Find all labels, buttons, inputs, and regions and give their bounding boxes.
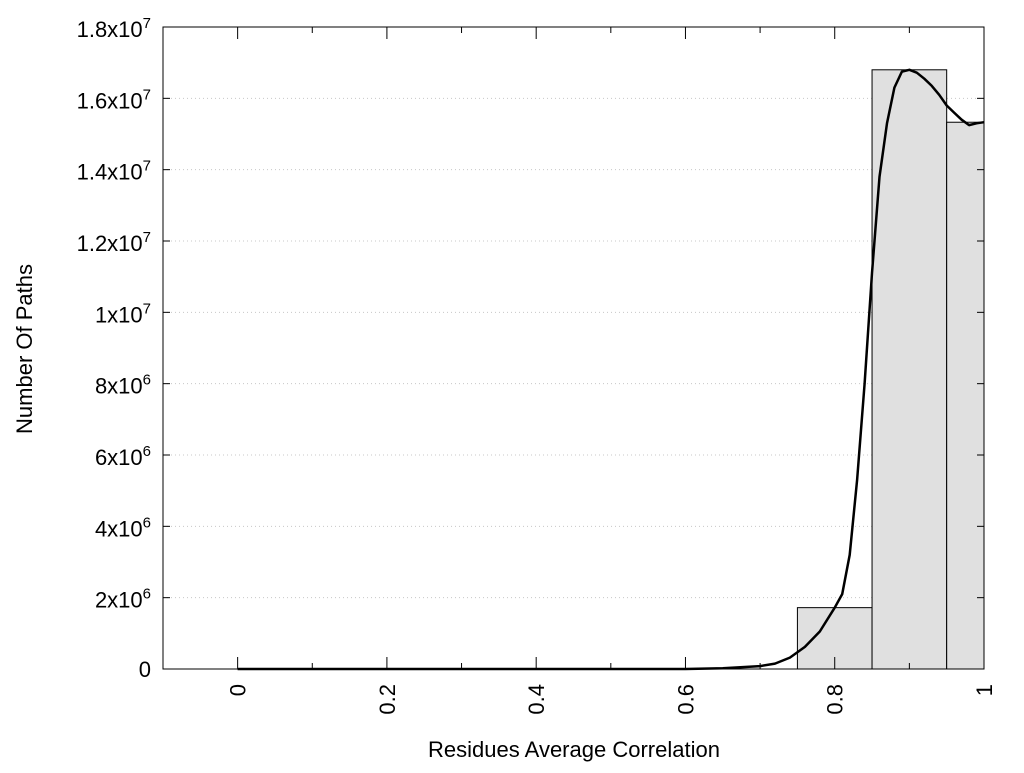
grid-layer (163, 97, 984, 599)
x-tick-label-3: 0.6 (673, 684, 698, 715)
y-tick-label-5: 1x107 (95, 300, 151, 327)
bars-layer (796, 69, 985, 670)
y-tick-label-8: 1.6x107 (77, 86, 151, 113)
x-axis-label: Residues Average Correlation (428, 737, 720, 762)
y-tick-label-1: 2x106 (95, 586, 151, 613)
histogram-bar-2 (946, 121, 985, 670)
plot-frame (162, 26, 985, 670)
labels-layer: Residues Average Correlation Number Of P… (12, 264, 720, 762)
y-tick-label-9: 1.8x107 (77, 15, 151, 42)
y-tick-label-7: 1.4x107 (77, 158, 151, 185)
x-tick-label-0: 0 (226, 684, 251, 696)
x-tick-label-4: 0.8 (823, 684, 848, 715)
y-axis-label: Number Of Paths (12, 264, 37, 434)
y-tick-label-6: 1.2x107 (77, 229, 151, 256)
y-tick-label-4: 8x106 (95, 372, 151, 399)
y-tick-label-2: 4x106 (95, 514, 151, 541)
y-tick-label-0: 0 (139, 657, 151, 682)
ticks-layer: 0 2x106 4x106 6x106 8x106 1x107 1.2x107 1.4x107… (77, 15, 997, 715)
frame-layer (162, 26, 985, 670)
histogram-bar-1 (871, 69, 948, 670)
x-tick-label-5: 1 (972, 684, 997, 696)
x-tick-label-2: 0.4 (524, 684, 549, 715)
x-tick-label-1: 0.2 (375, 684, 400, 715)
y-tick-label-3: 6x106 (95, 443, 151, 470)
